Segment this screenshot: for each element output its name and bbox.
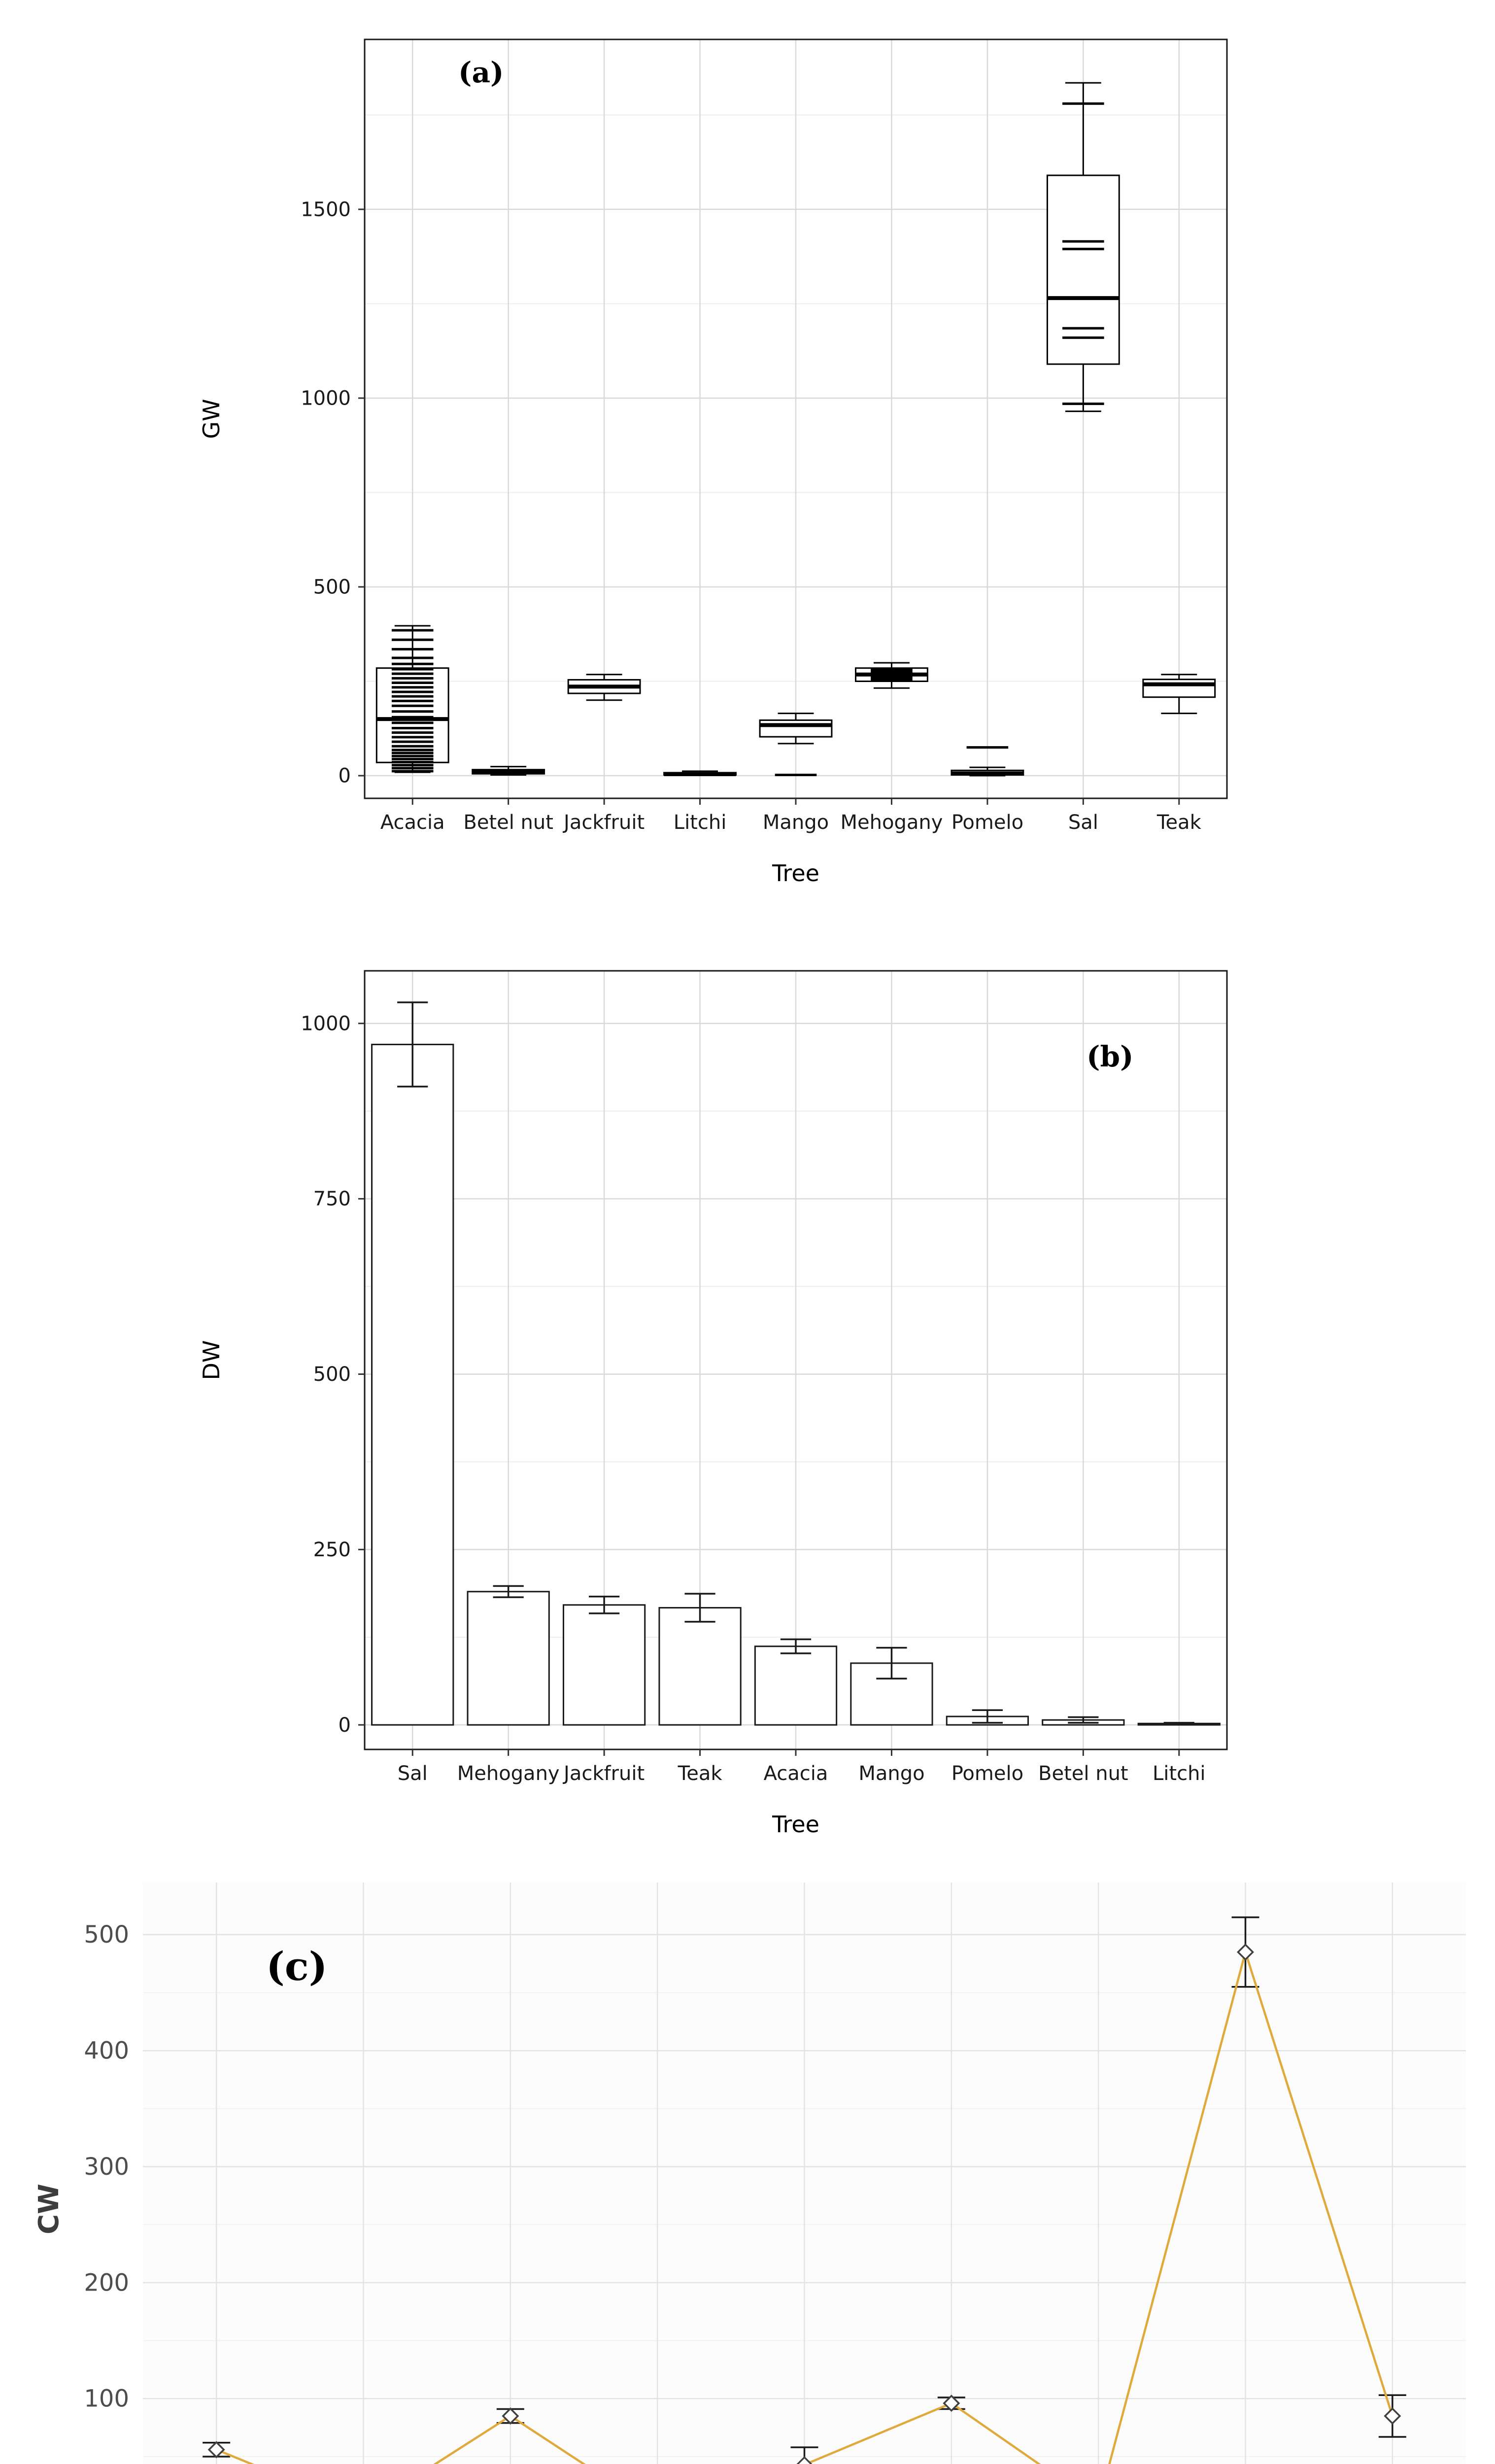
svg-text:Betel nut: Betel nut — [1038, 1762, 1128, 1785]
svg-text:Sal: Sal — [398, 1762, 428, 1785]
svg-text:Mehogany: Mehogany — [457, 1762, 560, 1785]
svg-text:1000: 1000 — [301, 1012, 351, 1035]
svg-text:1000: 1000 — [301, 387, 351, 410]
svg-text:100: 100 — [84, 2385, 129, 2413]
svg-text:750: 750 — [313, 1188, 351, 1210]
svg-text:Mango: Mango — [858, 1762, 924, 1785]
svg-text:400: 400 — [84, 2037, 129, 2065]
svg-text:Tree: Tree — [772, 1811, 819, 1838]
svg-text:1500: 1500 — [301, 198, 351, 221]
svg-text:250: 250 — [313, 1539, 351, 1561]
svg-text:Mango: Mango — [763, 811, 829, 834]
svg-text:GW: GW — [198, 399, 225, 439]
panel-b-label: (b) — [1087, 1040, 1134, 1073]
svg-text:Pomelo: Pomelo — [951, 811, 1023, 834]
svg-text:Acacia: Acacia — [764, 1762, 828, 1785]
svg-text:0: 0 — [339, 765, 351, 787]
svg-text:Teak: Teak — [678, 1762, 723, 1785]
svg-text:Tree: Tree — [772, 860, 819, 887]
svg-text:Jackfruit: Jackfruit — [562, 1762, 645, 1785]
svg-text:Teak: Teak — [1156, 811, 1202, 834]
svg-text:Betel nut: Betel nut — [463, 811, 553, 834]
svg-text:CW: CW — [33, 2184, 65, 2234]
svg-text:Mehogany: Mehogany — [841, 811, 943, 834]
svg-text:500: 500 — [84, 1921, 129, 1949]
svg-text:200: 200 — [84, 2269, 129, 2296]
panel-c-label: (c) — [266, 1943, 328, 1989]
cw-line-chart: 0100200300400500AcaciaBetel nutJackfruit… — [33, 1882, 1466, 2464]
gw-boxplot-chart: 0 500 1000 1500 Acacia Betel nut Jackfruit Litc… — [198, 38, 1228, 887]
svg-text:DW: DW — [198, 1340, 225, 1380]
dw-bar-chart: 0 250 500 750 1000 Sal Mehogany Jackfruit Teak Ac… — [198, 970, 1228, 1838]
svg-text:500: 500 — [313, 576, 351, 599]
svg-text:0: 0 — [339, 1714, 351, 1737]
svg-text:Litchi: Litchi — [674, 811, 727, 834]
svg-text:Jackfruit: Jackfruit — [562, 811, 645, 834]
svg-text:Litchi: Litchi — [1153, 1762, 1206, 1785]
svg-text:500: 500 — [313, 1363, 351, 1386]
svg-text:Sal: Sal — [1068, 811, 1098, 834]
svg-text:300: 300 — [84, 2153, 129, 2181]
panel-a-label: (a) — [458, 56, 504, 89]
svg-text:Pomelo: Pomelo — [951, 1762, 1023, 1785]
svg-text:Acacia: Acacia — [380, 811, 445, 834]
